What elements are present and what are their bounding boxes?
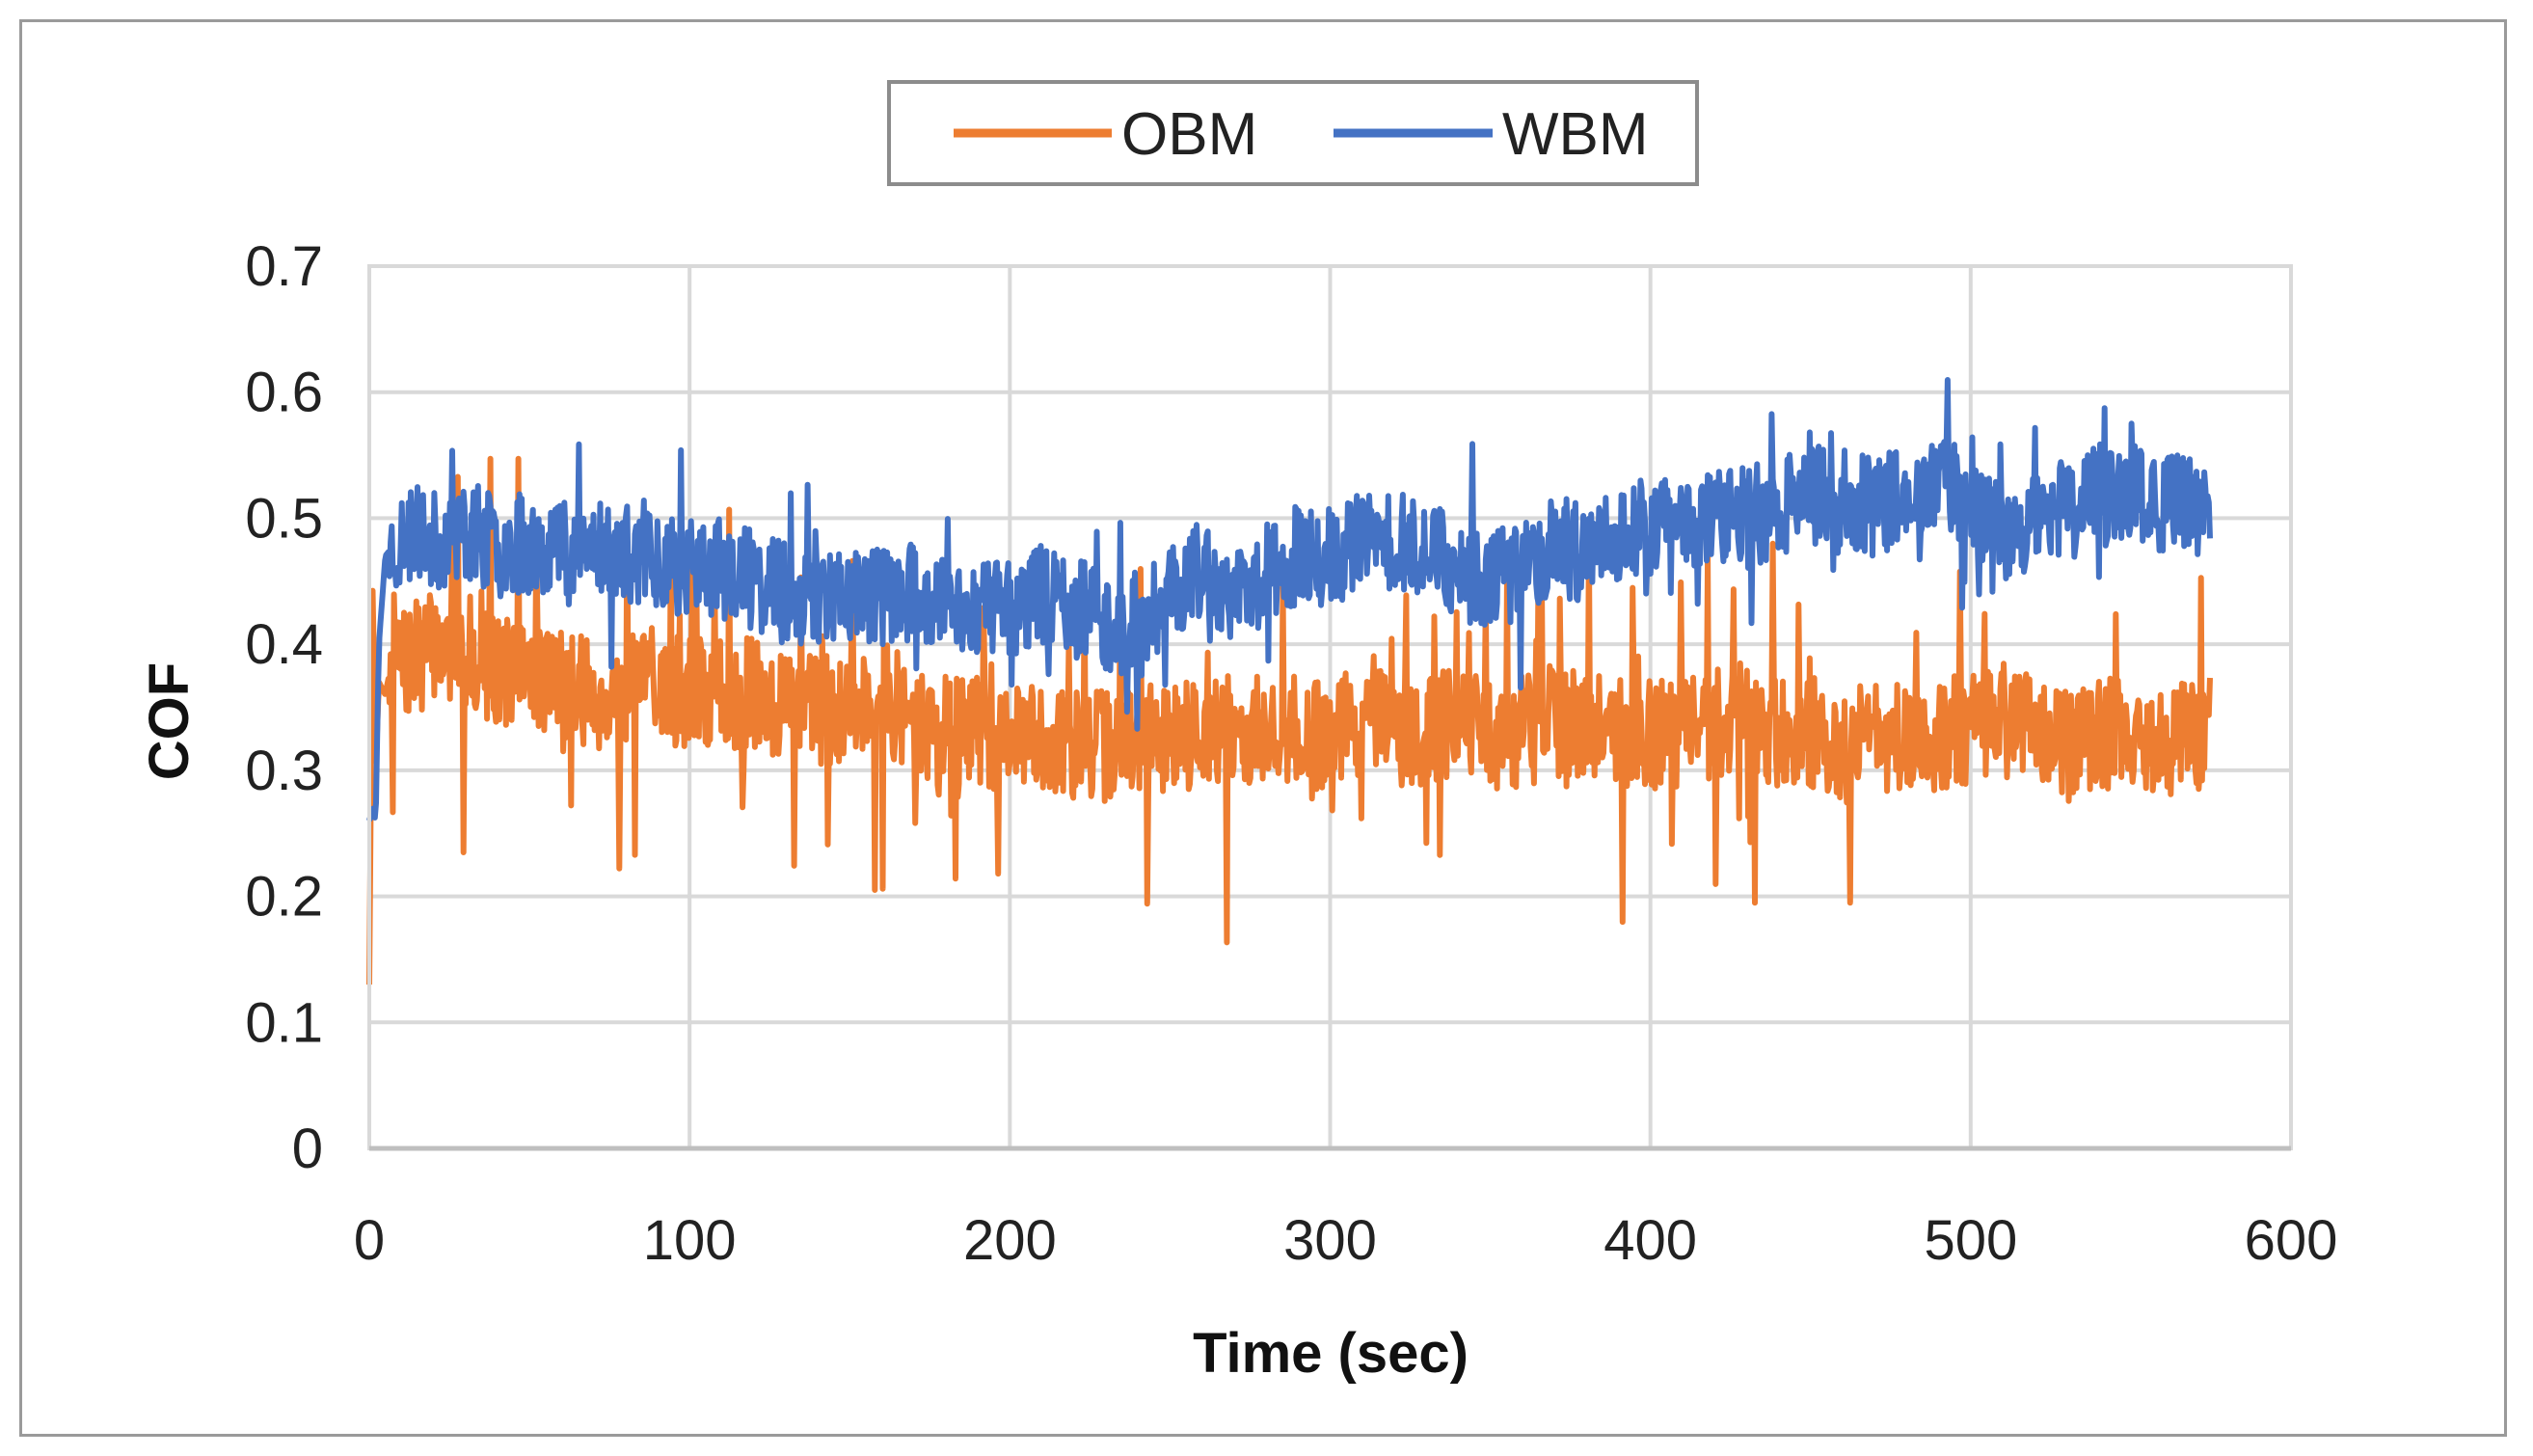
- plot-area: [366, 377, 2213, 985]
- y-tick-label: 0.3: [245, 740, 323, 802]
- series-line-obm: [366, 455, 2213, 985]
- x-tick-label: 400: [1603, 1209, 1697, 1272]
- x-tick-label: 100: [643, 1209, 737, 1272]
- chart-svg: OBM WBM 0 0.1 0.2 0.3 0.4 0.5 0.6 0.7 0 100 200 300…: [138, 80, 2337, 1385]
- y-tick-label: 0.2: [245, 866, 323, 929]
- axes: [367, 264, 2293, 1151]
- y-tick-label: 0: [292, 1118, 323, 1180]
- legend-label-obm: OBM: [1121, 101, 1257, 168]
- y-axis-title: COF: [138, 662, 201, 780]
- x-tick-label: 500: [1924, 1209, 2017, 1272]
- legend-label-wbm: WBM: [1502, 101, 1649, 168]
- y-tick-label: 0.1: [245, 991, 323, 1054]
- x-tick-label: 300: [1283, 1209, 1377, 1272]
- y-tick-label: 0.7: [245, 235, 323, 298]
- y-tick-label: 0.6: [245, 362, 323, 424]
- y-tick-label: 0.4: [245, 613, 323, 676]
- x-tick-label: 200: [963, 1209, 1057, 1272]
- y-tick-label: 0.5: [245, 487, 323, 550]
- tick-labels: 0 0.1 0.2 0.3 0.4 0.5 0.6 0.7 0 100 200 300 400 500 60…: [245, 235, 2337, 1272]
- x-tick-label: 0: [354, 1209, 385, 1272]
- series-line-wbm: [366, 377, 2213, 822]
- chart-frame: OBM WBM 0 0.1 0.2 0.3 0.4 0.5 0.6 0.7 0 100 200 300…: [19, 19, 2507, 1437]
- x-tick-label: 600: [2245, 1209, 2338, 1272]
- x-axis-title: Time (sec): [1193, 1322, 1469, 1385]
